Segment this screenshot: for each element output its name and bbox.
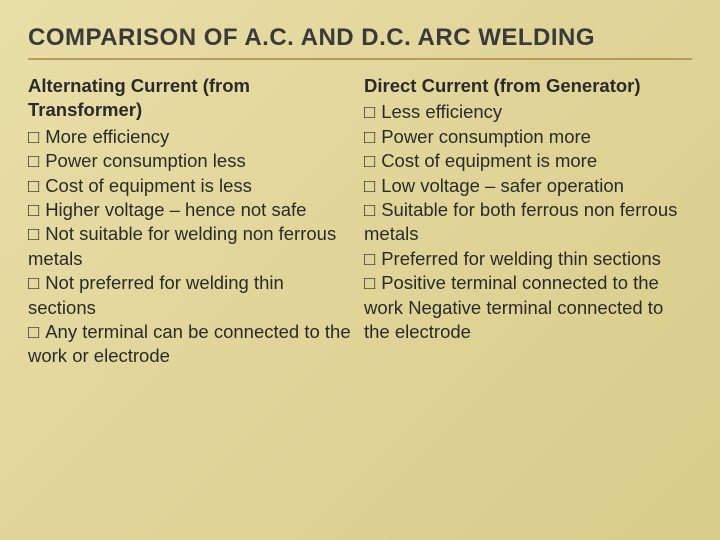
bullet-icon: □ [28,150,39,171]
list-item: □ Cost of equipment is more [364,149,692,173]
list-item: □Not preferred for welding thin sections [28,271,356,320]
item-text: Any terminal can be connected to the wor… [28,321,351,366]
list-item: □ Low voltage – safer operation [364,174,692,198]
bullet-icon: □ [364,199,375,220]
item-text: Less efficiency [381,101,502,122]
bullet-icon: □ [28,199,39,220]
bullet-icon: □ [28,126,39,147]
list-item: □ Cost of equipment is less [28,174,356,198]
list-item: □ Power consumption more [364,125,692,149]
item-text: Power consumption more [381,126,591,147]
list-item: □ Higher voltage – hence not safe [28,198,356,222]
bullet-icon: □ [28,175,39,196]
list-item: □Any terminal can be connected to the wo… [28,320,356,369]
bullet-icon: □ [364,175,375,196]
list-item: □ Less efficiency [364,100,692,124]
list-item: □ Preferred for welding thin sections [364,247,692,271]
bullet-icon: □ [28,321,39,342]
item-text: Cost of equipment is more [381,150,597,171]
item-text: Positive terminal connected to the work … [364,272,663,342]
item-text: Higher voltage – hence not safe [45,199,306,220]
item-text: Preferred for welding thin sections [381,248,661,269]
left-column: Alternating Current (from Transformer) □… [28,74,356,369]
list-item: □ Power consumption less [28,149,356,173]
item-text: Not suitable for welding non ferrous met… [28,223,336,268]
comparison-columns: Alternating Current (from Transformer) □… [28,74,692,369]
list-item: □Not suitable for welding non ferrous me… [28,222,356,271]
bullet-icon: □ [28,272,39,293]
item-text: More efficiency [45,126,169,147]
slide-title: COMPARISON OF A.C. AND D.C. ARC WELDING [28,24,692,60]
bullet-icon: □ [364,272,375,293]
list-item: □Suitable for both ferrous non ferrous m… [364,198,692,247]
right-heading: Direct Current (from Generator) [364,74,692,98]
list-item: □Positive terminal connected to the work… [364,271,692,344]
left-heading: Alternating Current (from Transformer) [28,74,356,123]
item-text: Not preferred for welding thin sections [28,272,284,317]
item-text: Low voltage – safer operation [381,175,624,196]
bullet-icon: □ [28,223,39,244]
item-text: Suitable for both ferrous non ferrous me… [364,199,677,244]
bullet-icon: □ [364,126,375,147]
bullet-icon: □ [364,101,375,122]
bullet-icon: □ [364,248,375,269]
bullet-icon: □ [364,150,375,171]
right-column: Direct Current (from Generator) □ Less ef… [364,74,692,369]
item-text: Cost of equipment is less [45,175,252,196]
list-item: □ More efficiency [28,125,356,149]
item-text: Power consumption less [45,150,246,171]
